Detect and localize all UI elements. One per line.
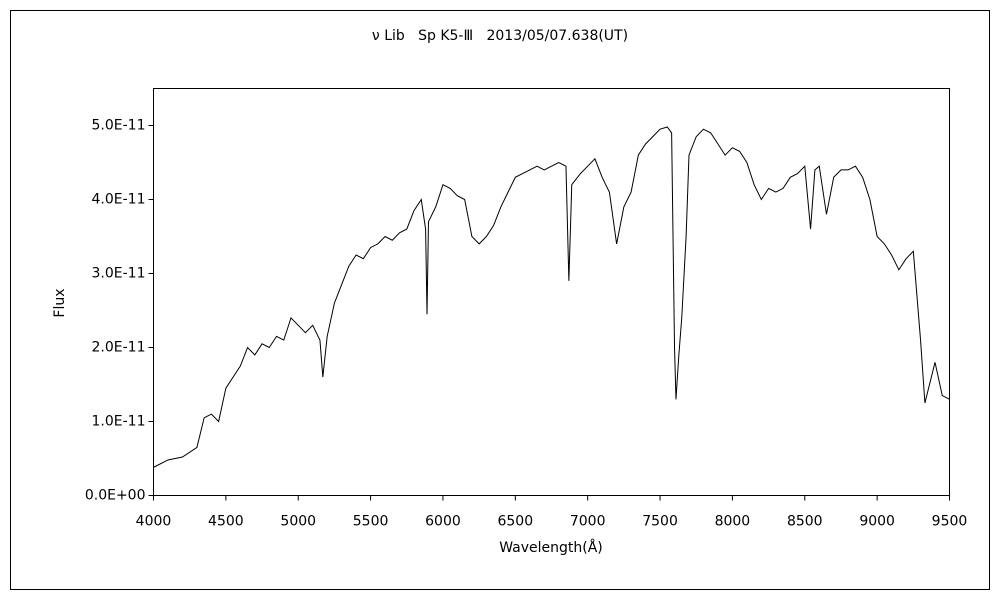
chart-title: ν Lib Sp K5-Ⅲ 2013/05/07.638(UT) <box>372 28 628 44</box>
x-tick-label: 6000 <box>425 514 461 530</box>
y-tick-label: 2.0E-11 <box>92 340 146 356</box>
y-tick-label: 5.0E-11 <box>92 118 146 134</box>
plot-area <box>153 88 950 496</box>
x-tick-label: 9000 <box>859 514 895 530</box>
y-tick-label: 1.0E-11 <box>92 414 146 430</box>
x-tick-label: 4000 <box>136 514 172 530</box>
x-tick-label: 6500 <box>497 514 533 530</box>
x-tick-label: 9500 <box>932 514 968 530</box>
x-tick-label: 5500 <box>353 514 389 530</box>
x-tick-label: 8500 <box>787 514 823 530</box>
x-tick-label: 5000 <box>280 514 316 530</box>
y-axis-label: Flux <box>52 288 68 317</box>
x-axis-label: Wavelength(Å) <box>499 539 603 556</box>
x-tick-label: 4500 <box>208 514 244 530</box>
x-tick-label: 8000 <box>715 514 751 530</box>
y-tick-label: 3.0E-11 <box>92 266 146 282</box>
y-tick-label: 4.0E-11 <box>92 192 146 208</box>
spectrum-line <box>153 126 950 468</box>
x-tick-label: 7500 <box>642 514 678 530</box>
y-tick-label: 0.0E+00 <box>85 488 146 504</box>
x-tick-label: 7000 <box>570 514 606 530</box>
